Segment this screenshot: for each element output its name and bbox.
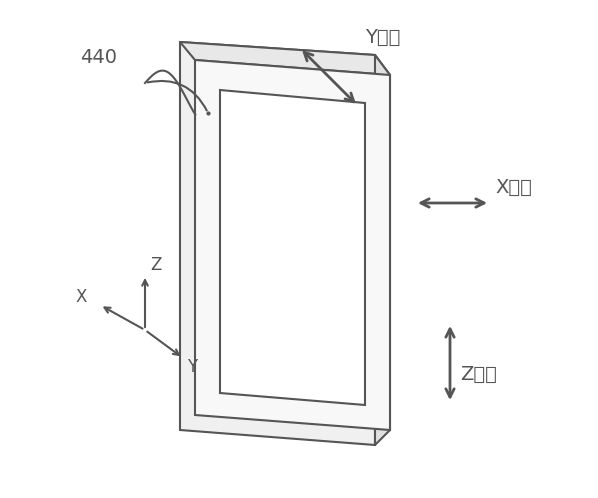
Text: X方向: X方向 bbox=[495, 178, 532, 197]
Text: 440: 440 bbox=[80, 48, 117, 67]
Text: Z: Z bbox=[150, 256, 161, 274]
Polygon shape bbox=[220, 90, 365, 405]
Text: Y: Y bbox=[187, 358, 197, 376]
Text: X: X bbox=[75, 288, 86, 306]
Polygon shape bbox=[195, 60, 390, 430]
Text: Y方向: Y方向 bbox=[365, 28, 401, 47]
Polygon shape bbox=[375, 55, 390, 445]
Polygon shape bbox=[180, 42, 375, 445]
Text: Z方向: Z方向 bbox=[460, 365, 497, 384]
Polygon shape bbox=[180, 42, 390, 75]
FancyArrowPatch shape bbox=[148, 81, 207, 111]
